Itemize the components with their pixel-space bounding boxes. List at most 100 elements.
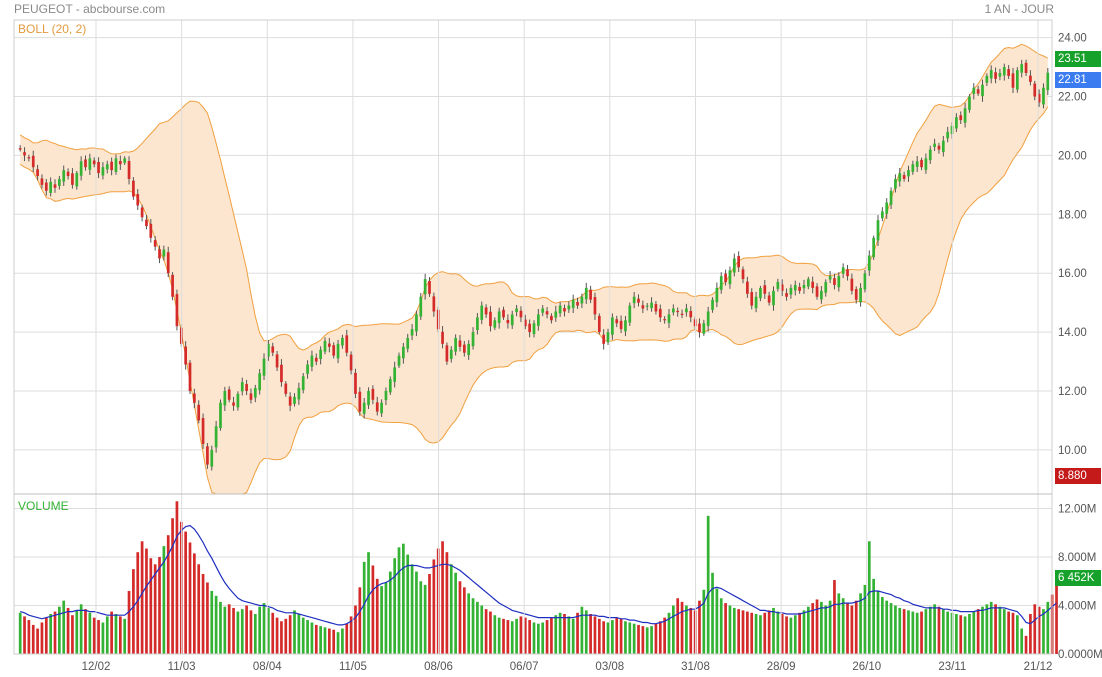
candle-body (1002, 67, 1006, 76)
candle-body (933, 143, 936, 148)
volume-tick-label: 4.000M (1058, 601, 1096, 613)
x-tick-label: 21/12 (1024, 661, 1053, 673)
candle-body (493, 320, 497, 328)
volume-bar (49, 614, 53, 654)
volume-bar (484, 609, 488, 654)
candle-body (367, 390, 370, 406)
volume-bar (301, 617, 305, 654)
volume-bar (88, 612, 92, 654)
candle-body (920, 159, 923, 168)
candle-body (889, 190, 893, 205)
volume-bar (911, 611, 915, 654)
candle-body (689, 311, 693, 318)
candle-body (171, 274, 174, 297)
volume-bar (371, 565, 375, 654)
volume-bar (388, 571, 392, 654)
volume-bar (550, 617, 553, 654)
candle-body (667, 314, 671, 323)
volume-bar (680, 601, 684, 654)
candle-body (772, 290, 775, 306)
candle-body (410, 329, 414, 336)
candle-body (911, 164, 915, 172)
candle-body (471, 332, 475, 347)
candle-body (419, 296, 423, 317)
candle-body (994, 72, 997, 79)
volume-bar (36, 628, 39, 654)
candle-body (306, 364, 309, 374)
volume-bar (419, 581, 423, 654)
candle-body (40, 178, 44, 185)
volume-bar (759, 615, 762, 654)
candle-body (711, 299, 714, 310)
candle-body (497, 311, 501, 323)
candle-body (358, 391, 362, 412)
volume-bar (105, 616, 109, 654)
candle-body (345, 335, 349, 353)
candle-body (615, 319, 619, 324)
candle-body (219, 402, 222, 429)
volume-bar (284, 618, 288, 654)
volume-bar (258, 606, 262, 654)
candle-body (959, 115, 963, 121)
candle-body (476, 317, 479, 330)
candle-body (201, 418, 205, 444)
candle-body (162, 249, 166, 257)
candle-body (941, 140, 945, 152)
volume-bar (175, 501, 179, 654)
volume-bar (1020, 628, 1024, 654)
candle-body (280, 364, 283, 383)
candle-body (515, 308, 518, 312)
candle-body (737, 256, 741, 268)
volume-bar (645, 627, 649, 654)
volume-bar (689, 607, 693, 654)
volume-bar (737, 609, 741, 654)
volume-bar (968, 614, 971, 654)
candle-body (854, 289, 858, 300)
volume-bar (632, 623, 636, 654)
volume-bar (976, 609, 980, 654)
candle-body (632, 296, 636, 304)
volume-bar (850, 605, 854, 654)
low-price-tag: 8.880 (1055, 468, 1101, 484)
candle-body (624, 320, 627, 332)
candle-body (140, 207, 144, 218)
volume-bar (23, 616, 26, 654)
x-tick-label: 08/06 (424, 661, 453, 673)
candle-body (245, 384, 248, 391)
candle-body (628, 305, 632, 323)
candle-body (589, 289, 592, 300)
candle-body (754, 296, 758, 309)
candle-body (859, 287, 862, 303)
volume-bar (362, 561, 366, 654)
volume-bar (327, 628, 331, 654)
volume-bar (785, 616, 788, 654)
volume-bar (1037, 606, 1041, 654)
price-tick-label: 20.00 (1058, 150, 1087, 162)
chart-title: PEUGEOT - abcbourse.com (14, 2, 166, 16)
volume-bar (537, 623, 540, 654)
volume-bar (493, 615, 497, 654)
candle-body (611, 317, 614, 335)
volume-bar (123, 618, 127, 654)
x-tick-label: 28/09 (767, 661, 796, 673)
candle-body (885, 202, 889, 214)
volume-bar (341, 628, 344, 654)
candle-body (332, 345, 336, 356)
candle-body (449, 349, 453, 359)
volume-bar (746, 611, 749, 654)
volume-bar (806, 606, 810, 654)
volume-bar (280, 621, 283, 654)
volume-bar (780, 614, 784, 654)
bollinger-label: BOLL (20, 2) (18, 22, 86, 36)
candle-body (454, 337, 457, 352)
volume-bar (293, 610, 296, 654)
candle-body (349, 354, 353, 371)
volume-bar (149, 558, 153, 654)
x-tick-label: 23/11 (938, 661, 966, 673)
candle-body (75, 173, 79, 187)
candle-body (166, 252, 170, 274)
candle-body (641, 305, 645, 309)
volume-bar (201, 574, 205, 654)
candle-body (510, 314, 514, 326)
volume-bar (249, 610, 253, 654)
